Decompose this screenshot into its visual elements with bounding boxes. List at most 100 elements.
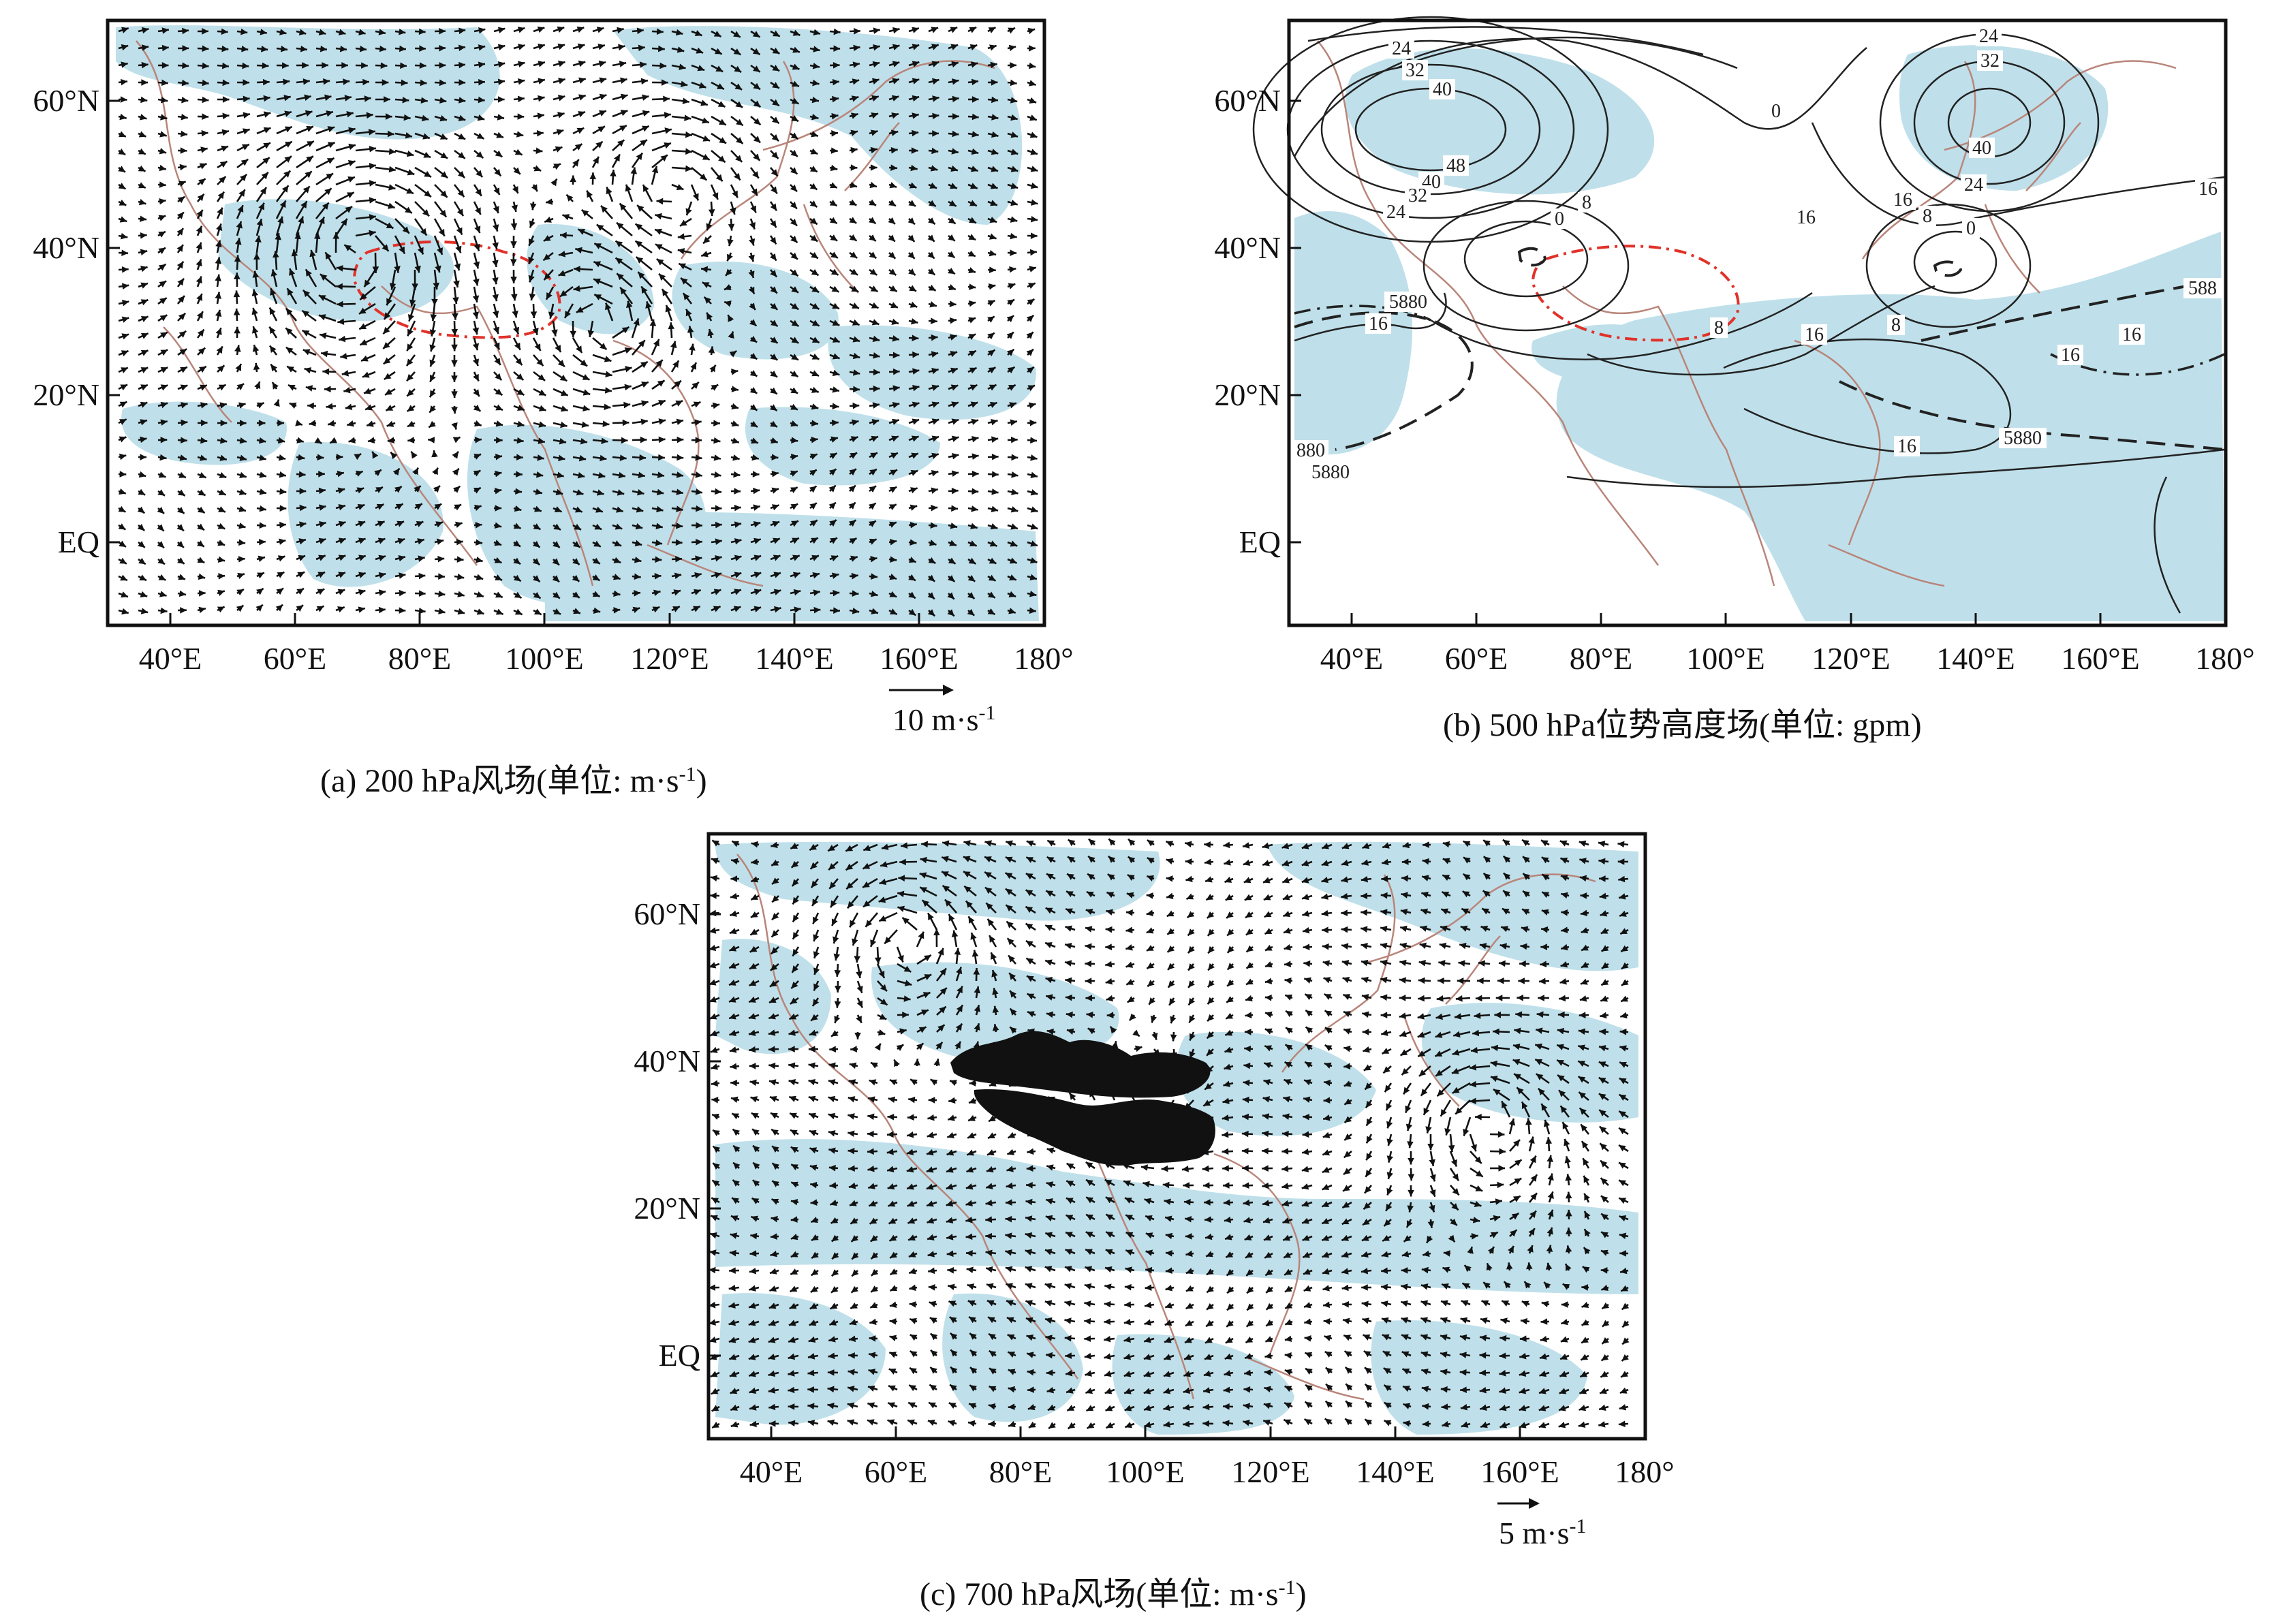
wind-vector-head	[749, 404, 758, 411]
wind-vector-head	[181, 419, 188, 426]
wind-vector-head	[1011, 488, 1019, 496]
wind-vector-head	[429, 344, 436, 352]
wind-vector-head	[984, 887, 993, 894]
wind-vector-head	[400, 62, 407, 69]
wind-vector-head	[988, 591, 995, 598]
wind-vector-head	[304, 367, 312, 374]
wind-vector-head	[202, 28, 208, 35]
wind-vector-head	[1301, 877, 1309, 884]
wind-vector-head	[613, 574, 621, 580]
wind-vector-head	[336, 265, 343, 272]
wind-vector-head	[675, 539, 683, 546]
wind-vector-head	[176, 261, 184, 269]
wind-vector-head	[809, 183, 818, 190]
wind-vector-head	[927, 251, 935, 259]
wind-vector-head	[380, 62, 388, 69]
wind-vector-head	[617, 489, 625, 496]
wind-vector-head	[236, 589, 244, 596]
wind-vector-head	[217, 606, 225, 613]
wind-vector-head	[892, 44, 900, 50]
wind-vector-head	[572, 159, 579, 167]
wind-vector-head	[1224, 859, 1231, 866]
wind-vector-head	[302, 330, 310, 337]
wind-vector-head	[633, 318, 640, 326]
wind-vector-head	[659, 273, 666, 281]
wind-vector-head	[535, 488, 542, 495]
wind-vector-head	[695, 471, 702, 478]
wind-vector-head	[451, 360, 458, 367]
wind-vector-head	[517, 405, 525, 411]
wind-vector-head	[429, 329, 437, 337]
wind-vector-head	[753, 100, 761, 108]
wind-vector-head	[369, 214, 376, 221]
wind-vector-head	[276, 588, 284, 595]
wind-vector-head	[968, 250, 976, 257]
wind-vector-head	[929, 540, 937, 546]
wind-vector-head	[909, 539, 917, 546]
wind-vector-head	[833, 28, 841, 35]
panel-a-xtick-120e: 120°E	[630, 641, 709, 676]
wind-vector-head	[119, 471, 127, 478]
wind-vector-head	[576, 307, 584, 313]
wind-vector-head	[251, 289, 259, 297]
wind-vector-head	[791, 302, 799, 310]
wind-vector-head	[270, 345, 277, 354]
wind-vector-head	[1579, 840, 1587, 847]
wind-vector-head	[1046, 890, 1054, 897]
wind-vector-head	[771, 454, 779, 460]
panel-a-xtick-160e: 160°E	[880, 641, 959, 676]
wind-vector-head	[338, 29, 346, 35]
wind-vector-head	[1224, 876, 1232, 883]
wind-vector-head	[458, 27, 466, 35]
wind-vector-head	[651, 166, 659, 174]
wind-vector-head	[770, 220, 777, 228]
wind-vector-head	[932, 95, 939, 102]
wind-vector-head	[753, 153, 760, 161]
wind-vector-head	[239, 420, 247, 426]
wind-vector-head	[773, 537, 780, 544]
wind-vector-head	[218, 506, 226, 512]
wind-vector-head	[291, 249, 298, 257]
wind-vector-head	[595, 506, 603, 513]
wind-vector-head	[240, 159, 249, 166]
wind-vector-head	[889, 574, 897, 580]
wind-vector-head	[420, 97, 428, 104]
wind-vector-head	[731, 858, 738, 865]
wind-vector-head	[358, 29, 366, 35]
wind-vector-head	[1579, 875, 1587, 882]
wind-vector-head	[792, 879, 799, 886]
wind-vector-head	[407, 343, 414, 352]
contour-label: 16	[2198, 178, 2218, 200]
wind-vector-head	[656, 198, 664, 205]
wind-vector-head	[202, 79, 209, 87]
wind-vector-head	[435, 521, 443, 528]
wind-vector-head	[812, 572, 820, 579]
wind-vector-head	[496, 131, 503, 138]
wind-vector-head	[270, 288, 277, 296]
wind-vector-head	[538, 405, 546, 411]
wind-vector-head	[382, 79, 389, 86]
wind-vector-head	[180, 384, 188, 391]
wind-vector-head	[364, 279, 371, 287]
wind-vector-head	[613, 590, 621, 597]
wind-vector-head	[898, 875, 905, 881]
wind-vector-head	[157, 507, 164, 514]
wind-vector-head	[538, 78, 545, 84]
wind-vector-head	[832, 319, 840, 326]
wind-vector-head	[534, 505, 542, 512]
wind-vector-head	[751, 858, 758, 865]
wind-vector-head	[892, 368, 900, 375]
wind-vector-head	[360, 293, 367, 300]
wind-vector-head	[811, 131, 818, 138]
wind-vector-head	[712, 840, 719, 847]
wind-vector-head	[711, 858, 719, 864]
wind-vector-head	[790, 487, 798, 494]
wind-vector-head	[619, 203, 627, 210]
wind-vector-head	[635, 240, 643, 248]
wind-vector-head	[636, 153, 642, 161]
wind-vector-head	[1147, 875, 1154, 881]
wind-vector-head	[1027, 299, 1035, 306]
wind-vector-head	[458, 79, 466, 86]
wind-vector-head	[622, 419, 629, 426]
wind-vector-head	[239, 471, 247, 478]
